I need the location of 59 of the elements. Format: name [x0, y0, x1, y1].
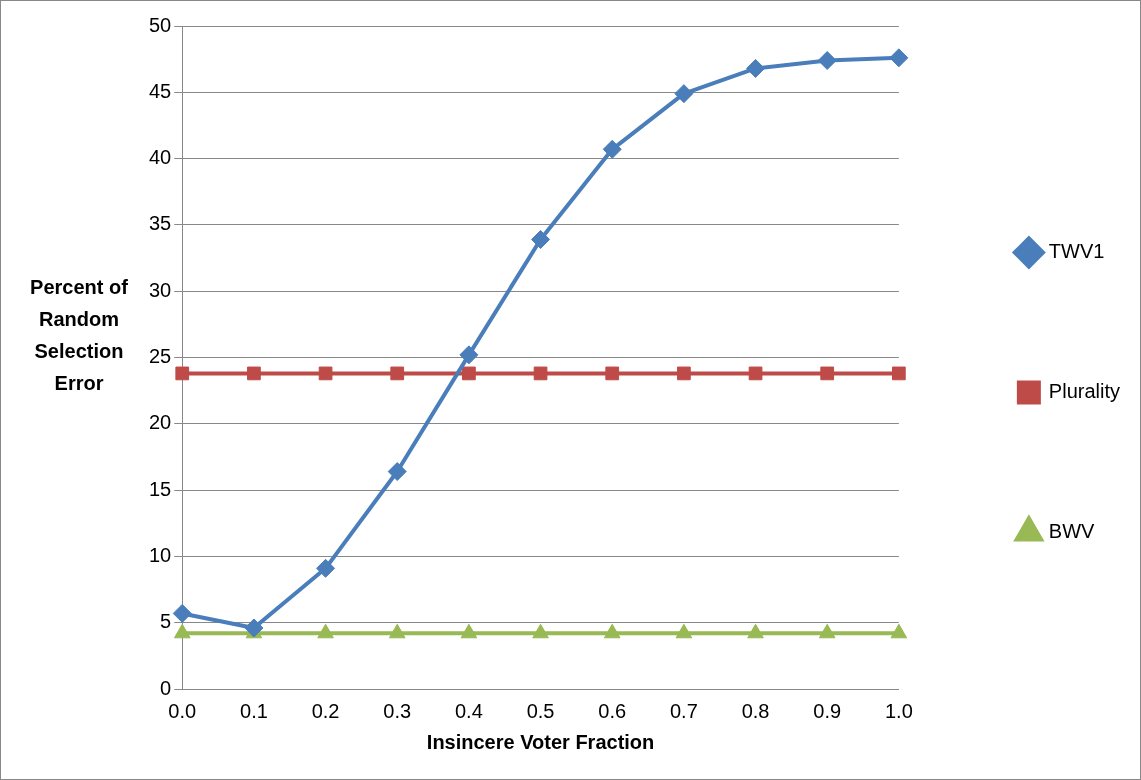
- x-axis-title: Insincere Voter Fraction: [426, 730, 655, 753]
- point: [818, 623, 836, 639]
- point: [317, 623, 334, 639]
- point: [173, 623, 191, 639]
- y-tick-label: 50: [149, 13, 172, 36]
- point: [890, 623, 908, 639]
- y-tick-label: 25: [149, 345, 172, 368]
- point: [460, 623, 478, 639]
- y-tick-label: 0: [160, 676, 172, 699]
- x-tick-label: 0.4: [454, 699, 483, 722]
- y-tick-label: 40: [149, 146, 172, 169]
- x-tick-label: 0.9: [813, 699, 842, 722]
- point: [746, 58, 766, 78]
- point: [892, 366, 906, 381]
- point: [675, 623, 693, 639]
- point: [462, 366, 476, 381]
- y-tick-label: 15: [149, 477, 172, 500]
- point: [531, 229, 551, 249]
- point: [390, 366, 405, 381]
- x-tick-label: 0.8: [741, 699, 770, 722]
- point: [316, 558, 336, 578]
- legend-label: BWV: [1048, 520, 1096, 543]
- point: [605, 366, 620, 381]
- x-tick-label: 0.5: [526, 699, 555, 722]
- x-tick-label: 0.1: [240, 699, 268, 722]
- y-tick-label: 5: [160, 610, 172, 633]
- y-axis-title: Percent of Random Selection Error: [29, 275, 129, 396]
- point: [247, 366, 261, 381]
- x-tick-label: 0.0: [168, 699, 197, 722]
- x-tick-label: 0.2: [311, 699, 340, 722]
- x-tick-label: 0.6: [598, 699, 627, 722]
- x-tick-label: 0.7: [669, 699, 698, 722]
- legend-label: TWV1: [1048, 240, 1105, 263]
- point: [603, 623, 621, 639]
- point: [747, 623, 764, 639]
- point: [388, 623, 406, 639]
- point: [532, 623, 549, 639]
- y-tick-label: 20: [149, 411, 172, 434]
- point: [817, 50, 837, 70]
- point: [602, 139, 622, 159]
- y-tick-label: 10: [149, 543, 172, 566]
- y-tick-label: 30: [149, 278, 172, 301]
- point: [677, 366, 691, 381]
- point: [889, 48, 909, 68]
- legend-label: Plurality: [1048, 380, 1121, 403]
- point: [318, 366, 333, 381]
- x-tick-label: 0.3: [383, 699, 412, 722]
- y-tick-label: 35: [149, 212, 172, 235]
- point: [674, 84, 694, 104]
- point: [244, 618, 264, 638]
- point: [387, 462, 407, 482]
- x-tick-label: 1.0: [884, 699, 913, 722]
- point: [172, 603, 192, 623]
- point: [175, 366, 190, 381]
- point: [820, 366, 835, 381]
- y-tick-label: 45: [149, 79, 172, 102]
- point: [459, 345, 479, 365]
- point: [748, 366, 763, 381]
- point: [533, 366, 548, 381]
